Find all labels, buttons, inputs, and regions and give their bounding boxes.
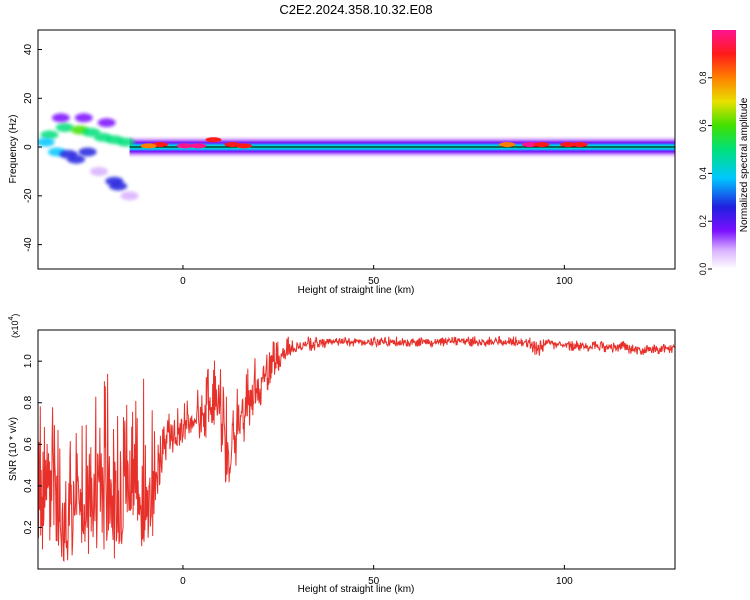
spec-y-tick-label: -20 [23, 188, 34, 203]
spectral-hotspot [190, 143, 207, 149]
snr-x-label: Height of straight line (km) [298, 584, 415, 595]
spectral-hotspot [176, 143, 193, 149]
spec-x-tick-label: 0 [180, 276, 186, 287]
colorbar-tick-label: 0.2 [698, 215, 708, 228]
spec-y-tick-label: 20 [23, 92, 34, 104]
spectral-blob [78, 147, 97, 157]
spectral-blob [90, 166, 109, 176]
spectrogram-image [38, 113, 675, 201]
snr-y-tick-label: 0.4 [23, 478, 34, 492]
snr-x-tick-label: 50 [368, 576, 380, 587]
spectral-blob [38, 137, 55, 147]
snr-panel: 0 50 100 1.0 0.8 0.6 0.4 0.2 Height of straigh… [8, 314, 676, 595]
spectral-blob [109, 181, 128, 191]
spectrogram-y-ticks: 40 20 0 -20 -40 [23, 44, 42, 252]
spectral-blob [55, 123, 74, 133]
spec-y-tick-label: -40 [23, 237, 34, 252]
spectral-hotspot [571, 142, 588, 148]
spectral-hotspot [205, 137, 222, 143]
spec-x-tick-label: 100 [556, 276, 573, 287]
spectral-blob [116, 137, 135, 147]
spectrogram-panel: 0 50 100 40 20 0 -20 -40 Height of straight li… [8, 29, 676, 296]
colorbar-tick-label: 0.4 [698, 167, 708, 180]
snr-frame [37, 329, 676, 570]
spectral-blob [97, 118, 116, 128]
snr-y-tick-label: 1.0 [23, 354, 34, 368]
colorbar-tick-label: 0.8 [698, 72, 708, 85]
svg-text:(x104): (x104) [8, 314, 20, 338]
spectral-hotspot [560, 142, 577, 148]
spectral-hotspot [140, 143, 157, 149]
colorbar-label: Normalized spectral amplitude [739, 97, 750, 232]
spectral-blob [120, 191, 139, 201]
snr-y-tick-label: 0.8 [23, 395, 34, 409]
spectrogram-x-label: Height of straight line (km) [298, 285, 415, 296]
spectral-hotspot [522, 142, 539, 148]
snr-y-multiplier: (x104) [8, 314, 20, 338]
spec-x-tick-label: 50 [368, 276, 380, 287]
spectral-blob [40, 130, 59, 140]
spectral-blob [67, 154, 86, 164]
colorbar-ticks: 0.0 0.2 0.4 0.6 0.8 [698, 72, 712, 276]
spectral-blob [74, 113, 93, 123]
spectral-hotspot [235, 143, 252, 149]
colorbar-tick-label: 0.0 [698, 263, 708, 276]
snr-x-tick-label: 0 [180, 576, 186, 587]
spectral-hotspot [533, 142, 550, 148]
colorbar: 0.0 0.2 0.4 0.6 0.8 Normalized spectral ampl… [698, 30, 750, 275]
snr-series-line [38, 335, 675, 562]
snr-multiplier-exponent: 4 [8, 316, 15, 320]
figure-title: C2E2.2024.358.10.32.E08 [279, 2, 432, 17]
snr-y-tick-label: 0.6 [23, 437, 34, 451]
snr-multiplier-base: (x10 [10, 320, 20, 338]
spectrogram-x-ticks: 0 50 100 [180, 265, 573, 287]
snr-x-tick-label: 100 [556, 576, 573, 587]
snr-y-ticks: 1.0 0.8 0.6 0.4 0.2 [23, 354, 42, 534]
snr-y-tick-label: 0.2 [23, 520, 34, 534]
spec-y-tick-label: 40 [23, 44, 34, 56]
spectrogram-frame [37, 29, 676, 270]
spectral-hotspot [499, 142, 516, 148]
colorbar-gradient [712, 30, 736, 269]
colorbar-tick-label: 0.6 [698, 119, 708, 132]
spec-y-tick-label: 0 [23, 144, 34, 150]
spectral-blob [51, 113, 70, 123]
spectrogram-y-label: Frequency (Hz) [8, 115, 19, 184]
snr-x-ticks: 0 50 100 [180, 565, 573, 587]
snr-y-label: SNR (10 * v/v) [8, 417, 19, 481]
snr-plot-area [38, 335, 675, 562]
